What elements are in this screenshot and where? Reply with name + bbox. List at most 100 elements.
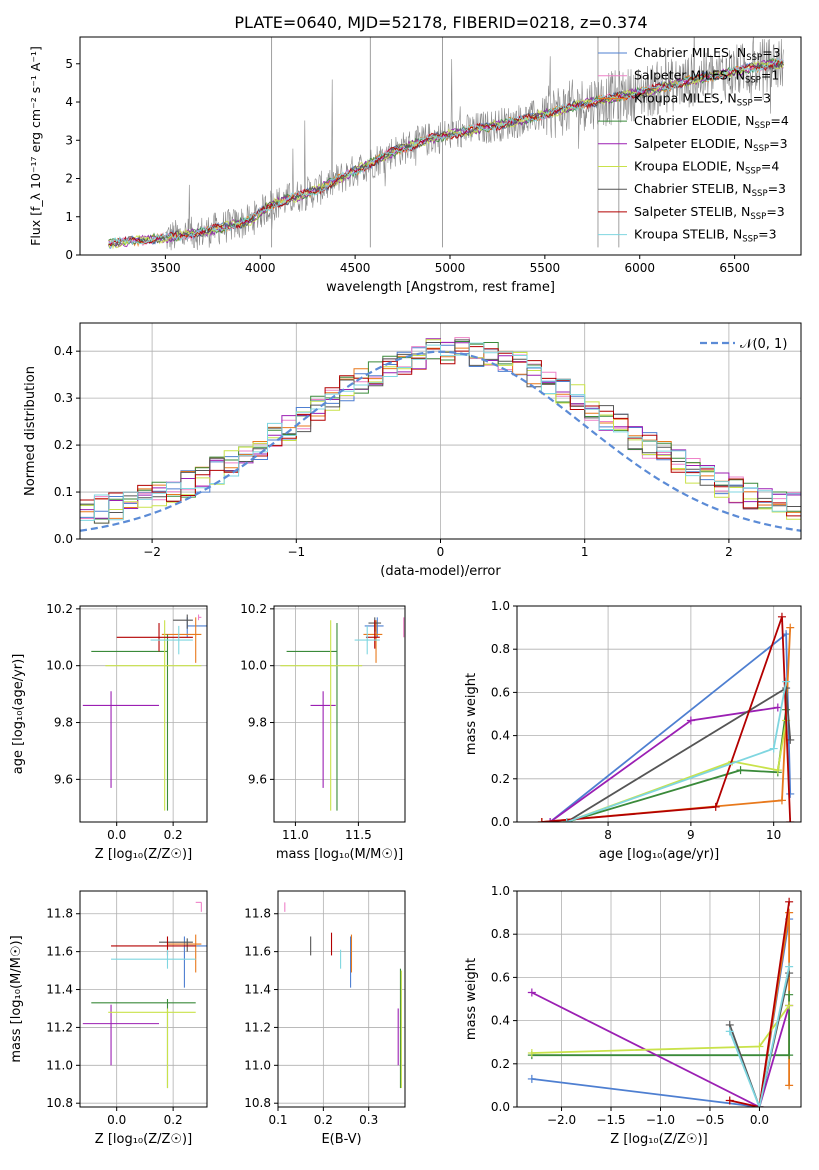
weight-marker-c7	[537, 818, 546, 822]
x-axis-label: Z [log₁₀(Z/Z☉)]	[610, 1132, 707, 1147]
y-tick-label: 10.2	[240, 602, 267, 616]
plot-area	[82, 901, 207, 1089]
x-tick-label: 0.3	[359, 1113, 378, 1127]
legend-label-tail: =4	[761, 159, 779, 174]
x-tick-label: 0.2	[164, 828, 183, 842]
x-tick-label: 0.2	[314, 1113, 333, 1127]
plot-area	[537, 612, 795, 822]
residual-histogram-c7	[80, 346, 801, 517]
y-axis-label: age [log₁₀(age/yr)]	[11, 654, 26, 775]
y-tick-label: 9.6	[54, 772, 73, 786]
x-tick-label: 1	[581, 545, 589, 559]
y-tick-label: 0.4	[491, 1014, 510, 1028]
x-tick-label: −1.5	[596, 1113, 625, 1127]
x-axis-label: Z [log₁₀(Z/Z☉)]	[95, 1132, 192, 1147]
x-tick-label: 6500	[719, 261, 750, 275]
y-tick-label: 0.0	[491, 1100, 510, 1114]
weight-marker-c2	[785, 908, 794, 917]
axes-frame	[277, 890, 406, 1108]
legend-label-tail: =4	[770, 113, 788, 128]
weight-marker-c5	[773, 766, 782, 775]
legend-label-sub: SSP	[750, 212, 766, 222]
axes-frame	[79, 890, 208, 1108]
x-axis-label: E(B-V)	[321, 1132, 361, 1147]
x-tick-label: 0.2	[164, 1113, 183, 1127]
axes-frame	[516, 605, 802, 823]
legend-label: Salpeter MILES, NSSP=1	[634, 68, 779, 86]
weight-marker-c5	[755, 1042, 764, 1051]
legend-label-sub: SSP	[745, 76, 761, 86]
weight-marker-c0	[527, 1074, 536, 1083]
weight-marker-c8	[562, 818, 571, 822]
legend-label-tail: =3	[762, 45, 780, 60]
legend-label: Salpeter STELIB, NSSP=3	[634, 204, 785, 222]
x-axis-label: wavelength [Angstrom, rest frame]	[326, 280, 555, 295]
legend-label: Salpeter ELODIE, NSSP=3	[634, 136, 788, 154]
weight-marker-c7	[785, 897, 794, 906]
weight-marker-c5	[527, 1049, 536, 1057]
weight-marker-c8	[782, 677, 791, 686]
mass-vs-z-panel: 0.0 0.2 10.8 11.0 11.2 11.4 11.6 11.8 Z [log₁₀(Z…	[9, 890, 208, 1147]
x-tick-label: −1.0	[646, 1113, 675, 1127]
axes-frame	[516, 890, 802, 1108]
legend-label-sub: SSP	[742, 235, 758, 245]
weight-marker-c5	[785, 1001, 794, 1010]
y-tick-label: 9.6	[248, 772, 267, 786]
weight-marker-c2	[777, 796, 786, 805]
legend-label-main: Salpeter ELODIE, N	[634, 136, 753, 151]
y-tick-label: 0.8	[491, 927, 510, 941]
y-tick-label: 11.0	[46, 1058, 73, 1072]
x-tick-label: 4500	[340, 261, 371, 275]
weight-marker-c7	[786, 818, 795, 822]
weight-line-c7	[541, 616, 792, 822]
legend-label-sub: SSP	[752, 189, 768, 199]
histogram-panel: −2 −1 0 1 2 0.0 0.1 0.2 0.3 0.4 (data-model)/error…	[23, 322, 802, 579]
plot-area	[527, 897, 794, 1107]
weight-marker-c7	[711, 802, 720, 811]
weight-line-c0	[549, 632, 792, 822]
weight-marker-c4	[686, 716, 695, 725]
y-tick-label: 4	[65, 95, 73, 109]
x-tick-label: 11.5	[345, 828, 372, 842]
legend-label-main: Salpeter STELIB, N	[634, 204, 750, 219]
y-tick-label: 10.2	[46, 602, 73, 616]
y-tick-label: 10.8	[46, 1096, 73, 1110]
y-tick-label: 0.0	[491, 815, 510, 829]
legend-label-main: Salpeter MILES, N	[634, 68, 745, 83]
model-fit-line-c8	[108, 58, 784, 246]
mass-weight-age-panel: 8 9 10 0.0 0.2 0.4 0.6 0.8 1.0 age [log₁₀(age/yr)…	[464, 599, 802, 862]
y-tick-label: 5	[65, 57, 73, 71]
y-tick-label: 11.4	[46, 983, 73, 997]
y-tick-label: 1.0	[491, 884, 510, 898]
legend-label: Kroupa MILES, NSSP=3	[634, 90, 771, 108]
y-tick-label: 11.4	[244, 983, 271, 997]
y-tick-label: 9.8	[54, 716, 73, 730]
model-fit-line-c7	[108, 60, 784, 247]
legend-label-sub: SSP	[746, 53, 762, 63]
y-tick-label: 1.0	[491, 599, 510, 613]
y-tick-label: 0.8	[491, 642, 510, 656]
y-tick-label: 10.0	[46, 659, 73, 673]
y-tick-label: 0.0	[54, 532, 73, 546]
figure-title: PLATE=0640, MJD=52178, FIBERID=0218, z=0…	[234, 13, 647, 32]
y-tick-label: 0.2	[491, 1057, 510, 1071]
y-tick-label: 0.3	[54, 391, 73, 405]
x-tick-label: 10	[766, 828, 781, 842]
plot-area	[280, 617, 405, 811]
x-tick-label: 0.0	[107, 828, 126, 842]
y-tick-label: 9.8	[248, 716, 267, 730]
axes-frame	[273, 605, 406, 823]
y-tick-label: 11.2	[46, 1020, 73, 1034]
x-tick-label: 6000	[624, 261, 655, 275]
mass-vs-ebv-panel: 0.1 0.2 0.3 10.8 11.0 11.2 11.4 11.6 11.8 E(B-V)	[244, 890, 406, 1147]
x-axis-label: (data-model)/error	[380, 564, 501, 579]
legend-label-tail: =3	[753, 90, 771, 105]
y-tick-label: 11.8	[46, 907, 73, 921]
legend-label-tail: =1	[761, 68, 779, 83]
weight-marker-c7	[777, 612, 786, 621]
mass-weight-z-panel: −2.0 −1.5 −1.0 −0.5 0.0 0.0 0.2 0.4 0.6 0.8 1.0 Z […	[464, 884, 802, 1147]
y-tick-label: 1	[65, 210, 73, 224]
legend-label-sub: SSP	[753, 144, 769, 154]
weight-marker-c4	[546, 818, 555, 822]
